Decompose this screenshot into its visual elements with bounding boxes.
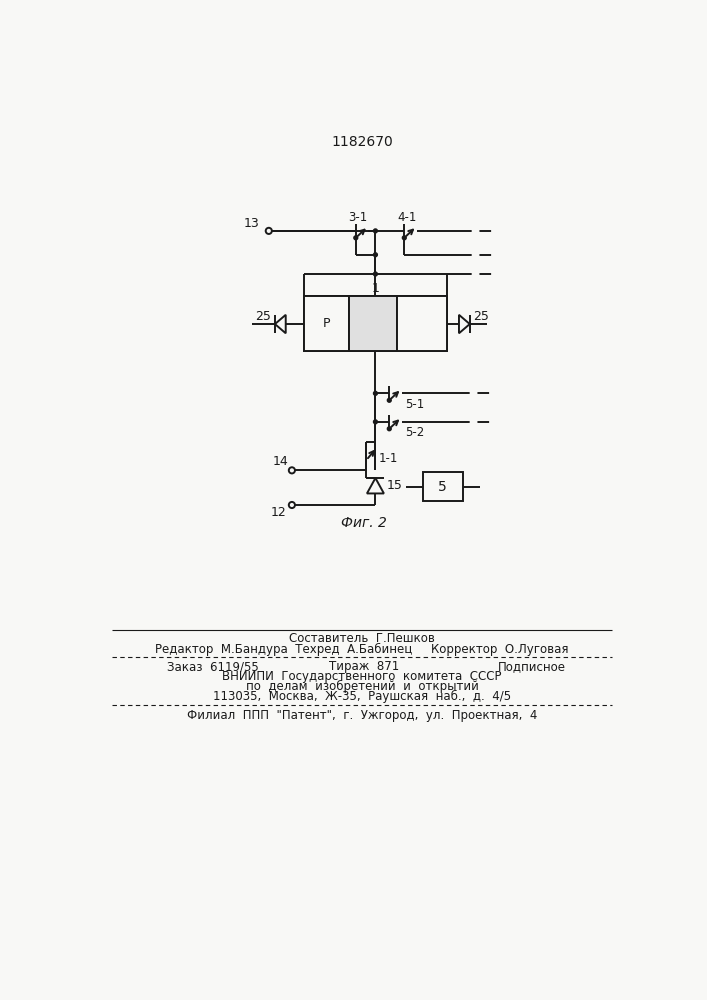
Text: 14: 14 — [272, 455, 288, 468]
Polygon shape — [367, 478, 384, 493]
Circle shape — [373, 420, 378, 424]
Text: 5-2: 5-2 — [404, 426, 424, 439]
Bar — [304, 296, 447, 351]
Text: 15: 15 — [386, 479, 402, 492]
Polygon shape — [275, 315, 286, 333]
Circle shape — [373, 253, 378, 257]
Text: 3-1: 3-1 — [349, 211, 368, 224]
Circle shape — [354, 236, 358, 240]
Circle shape — [373, 229, 378, 233]
Text: 1-1: 1-1 — [378, 452, 398, 465]
Text: по  делам  изобретений  и  открытий: по делам изобретений и открытий — [245, 680, 479, 693]
Text: Р: Р — [323, 317, 330, 330]
Text: Подписное: Подписное — [498, 660, 566, 673]
Text: Составитель  Г.Пешков: Составитель Г.Пешков — [289, 632, 435, 645]
Bar — [349, 296, 397, 351]
Text: 25: 25 — [255, 310, 271, 323]
Text: Редактор  М.Бандура  Техред  А.Бабинец     Корректор  О.Луговая: Редактор М.Бандура Техред А.Бабинец Корр… — [156, 642, 568, 656]
Bar — [304, 296, 349, 351]
Text: 12: 12 — [271, 506, 286, 519]
Bar — [423, 472, 463, 501]
Text: 13: 13 — [244, 217, 259, 230]
Text: Заказ  6119/55: Заказ 6119/55 — [167, 660, 259, 673]
Text: 5-1: 5-1 — [404, 398, 424, 411]
Circle shape — [402, 236, 407, 240]
Text: 25: 25 — [474, 310, 489, 323]
Circle shape — [373, 391, 378, 395]
Circle shape — [387, 398, 391, 402]
Text: ВНИИПИ  Государственного  комитета  СССР: ВНИИПИ Государственного комитета СССР — [222, 670, 502, 683]
Text: 5: 5 — [438, 480, 448, 494]
Text: 4-1: 4-1 — [398, 211, 417, 224]
Text: 1182670: 1182670 — [331, 135, 393, 149]
Text: 113035,  Москва,  Ж-35,  Раушская  наб.,  д.  4/5: 113035, Москва, Ж-35, Раушская наб., д. … — [213, 690, 511, 703]
Text: 1: 1 — [371, 282, 380, 295]
Polygon shape — [459, 315, 469, 333]
Text: Филиал  ППП  "Патент",  г.  Ужгород,  ул.  Проектная,  4: Филиал ППП "Патент", г. Ужгород, ул. Про… — [187, 709, 537, 722]
Bar — [397, 296, 447, 351]
Circle shape — [387, 427, 391, 431]
Circle shape — [373, 272, 378, 276]
Text: Фиг. 2: Фиг. 2 — [341, 516, 387, 530]
Text: Тираж  871: Тираж 871 — [329, 660, 399, 673]
